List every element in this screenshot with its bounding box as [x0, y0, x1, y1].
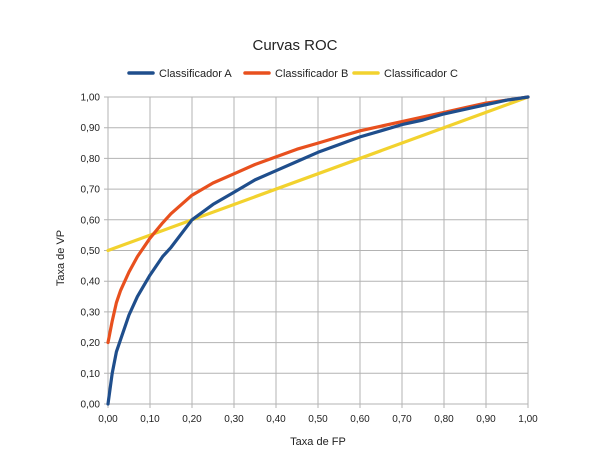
y-tick-label: 0,30: [81, 307, 101, 318]
y-tick-labels: 0,00 0,10 0,20 0,30 0,40 0,50 0,60 0,70 0,80 0,90…: [81, 93, 101, 411]
y-tick-label: 0,90: [81, 123, 101, 134]
x-tick-label: 0,20: [182, 414, 202, 425]
series-line-3: [106, 95, 530, 253]
y-tick-label: 1,00: [81, 93, 101, 104]
legend-label: Classificador A: [159, 68, 232, 80]
y-axis-title: Taxa de VP: [55, 230, 67, 286]
y-tick-label: 0,80: [81, 154, 101, 165]
y-tick-label: 0,20: [81, 338, 101, 349]
series-lines: [106, 95, 530, 406]
x-tick-label: 0,90: [476, 414, 496, 425]
x-tick-label: 0,60: [350, 414, 370, 425]
y-tick-label: 0,10: [81, 369, 101, 380]
x-tick-label: 0,70: [392, 414, 412, 425]
x-tick-label: 0,30: [224, 414, 244, 425]
x-axis-title: Taxa de FP: [290, 436, 346, 448]
chart-title: Curvas ROC: [252, 37, 337, 54]
grid: [104, 96, 529, 408]
x-tick-labels: 0,00 0,10 0,20 0,30 0,40 0,50 0,60 0,70 0,80 0,90…: [98, 414, 538, 425]
x-tick-label: 0,40: [266, 414, 286, 425]
legend-label: Classificador C: [384, 68, 458, 80]
x-tick-label: 1,00: [518, 414, 538, 425]
x-tick-label: 0,10: [140, 414, 160, 425]
y-tick-label: 0,40: [81, 277, 101, 288]
legend: Classificador A Classificador B Classifica…: [127, 68, 458, 80]
x-tick-label: 0,00: [98, 414, 118, 425]
series-line-1: [106, 95, 530, 406]
legend-label: Classificador B: [275, 68, 348, 80]
x-tick-label: 0,50: [308, 414, 328, 425]
x-tick-label: 0,80: [434, 414, 454, 425]
y-tick-label: 0,00: [81, 400, 101, 411]
series-line-2: [106, 95, 530, 345]
y-tick-label: 0,50: [81, 246, 101, 257]
y-tick-label: 0,60: [81, 215, 101, 226]
y-tick-label: 0,70: [81, 185, 101, 196]
